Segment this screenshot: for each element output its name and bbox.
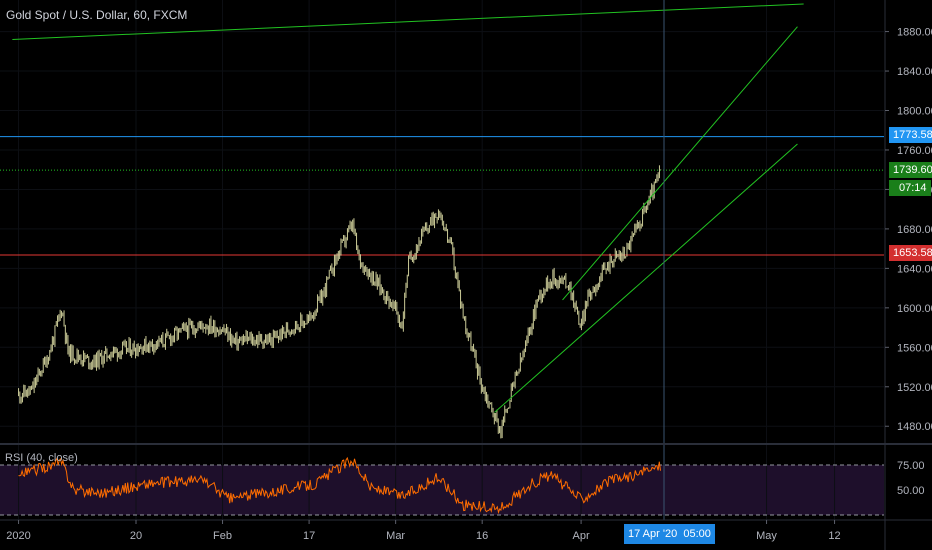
red-level-tag: 1653.58 <box>889 245 932 261</box>
time-tick-label: Apr <box>573 530 590 542</box>
grid <box>0 0 884 520</box>
crosshair-date-tag: 17 Apr '20 05:00 <box>624 524 715 544</box>
trend-line <box>494 143 798 413</box>
price-tick-label: 1600.00 <box>897 303 932 315</box>
crosshair-time: 05:00 <box>683 528 711 540</box>
price-tick-label: 1800.00 <box>897 106 932 118</box>
price-tick-label: 1760.00 <box>897 145 932 157</box>
price-tick-label: 1640.00 <box>897 263 932 275</box>
price-tick-label: 1520.00 <box>897 382 932 394</box>
trend-line <box>12 3 804 40</box>
time-axis[interactable]: 2020 20 Feb 17 Mar 16 Apr May 12 <box>6 520 841 542</box>
crosshair-date: 17 Apr '20 <box>628 528 678 540</box>
time-tick-label: May <box>756 530 777 542</box>
rsi-label[interactable]: RSI (40, close) <box>5 452 78 464</box>
time-tick-label: Feb <box>213 530 232 542</box>
time-tick-label: 2020 <box>6 530 30 542</box>
trend-lines[interactable] <box>12 3 804 413</box>
candlestick-series <box>18 165 662 439</box>
time-tick-label: Mar <box>386 530 405 542</box>
time-tick-label: 17 <box>303 530 315 542</box>
blue-level-tag: 1773.58 <box>889 127 932 143</box>
time-tick-label: 12 <box>828 530 840 542</box>
price-tick-label: 1880.00 <box>897 27 932 39</box>
time-tick-label: 16 <box>476 530 488 542</box>
countdown-tag: 07:14 <box>889 180 931 196</box>
rsi-tick-label: 75.00 <box>897 460 925 472</box>
price-tick-label: 1480.00 <box>897 421 932 433</box>
time-tick-label: 20 <box>130 530 142 542</box>
trend-line <box>562 26 798 301</box>
last-price-tag: 1739.60 <box>889 162 932 178</box>
horizontal-levels <box>0 136 884 256</box>
rsi-series <box>0 456 884 516</box>
rsi-tick-label: 50.00 <box>897 485 925 497</box>
rsi-band <box>0 465 884 515</box>
rsi-line <box>18 456 661 515</box>
price-tick-label: 1840.00 <box>897 66 932 78</box>
symbol-title[interactable]: Gold Spot / U.S. Dollar, 60, FXCM <box>6 8 188 22</box>
price-tick-label: 1560.00 <box>897 342 932 354</box>
price-tick-label: 1680.00 <box>897 224 932 236</box>
